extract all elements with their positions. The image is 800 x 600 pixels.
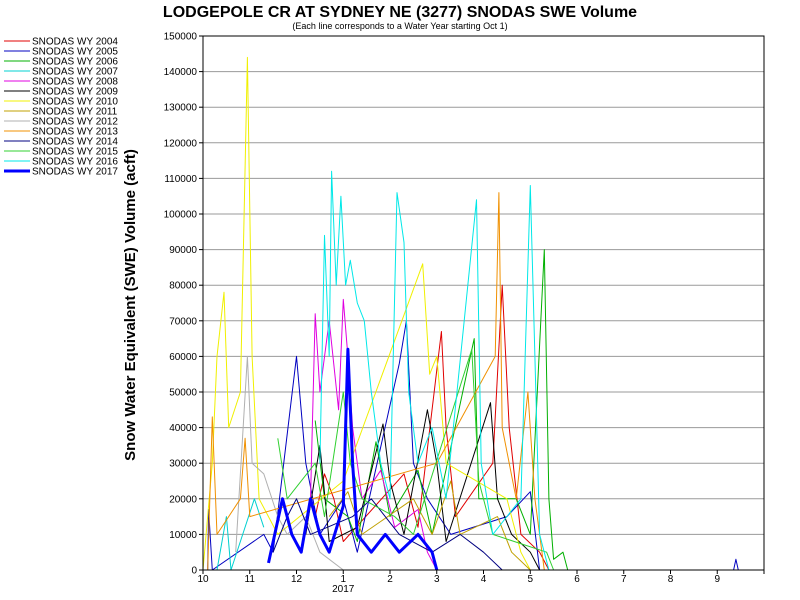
y-tick-label: 90000 xyxy=(169,245,197,256)
chart-subtitle: (Each line corresponds to a Water Year s… xyxy=(292,21,507,31)
legend-label: SNODAS WY 2015 xyxy=(32,147,118,158)
series-line-snodas-wy-2013 xyxy=(207,192,545,571)
y-tick-label: 80000 xyxy=(169,281,197,292)
y-tick-label: 40000 xyxy=(169,423,197,434)
legend-label: SNODAS WY 2016 xyxy=(32,157,118,168)
x-tick-label: 11 xyxy=(245,574,256,585)
legend-item: SNODAS WY 2006 xyxy=(4,57,118,68)
legend-label: SNODAS WY 2009 xyxy=(32,87,118,98)
legend-label: SNODAS WY 2013 xyxy=(32,127,118,138)
series-line-snodas-wy-2009 xyxy=(305,402,541,571)
legend-label: SNODAS WY 2014 xyxy=(32,137,118,148)
legend-item: SNODAS WY 2007 xyxy=(4,67,118,78)
y-tick-label: 140000 xyxy=(164,67,198,78)
y-tick-label: 20000 xyxy=(169,494,197,505)
series-line-snodas-wy-2005 xyxy=(207,320,739,571)
x-tick-label: 10 xyxy=(197,574,209,585)
legend-label: SNODAS WY 2008 xyxy=(32,77,118,88)
y-tick-label: 30000 xyxy=(169,459,197,470)
x-tick-label: 7 xyxy=(621,574,627,585)
legend-item: SNODAS WY 2015 xyxy=(4,147,118,158)
x-axis-year-label: 2017 xyxy=(332,584,355,595)
legend-item: SNODAS WY 2011 xyxy=(4,107,118,118)
legend-item: SNODAS WY 2010 xyxy=(4,97,118,108)
x-tick-label: 6 xyxy=(574,574,580,585)
legend-label: SNODAS WY 2004 xyxy=(32,37,118,48)
x-tick-label: 12 xyxy=(291,574,303,585)
series-line-snodas-wy-2010 xyxy=(202,56,531,571)
x-tick-label: 2 xyxy=(387,574,393,585)
y-tick-label: 120000 xyxy=(164,138,198,149)
legend-item: SNODAS WY 2016 xyxy=(4,157,118,168)
legend-label: SNODAS WY 2017 xyxy=(32,167,118,178)
y-tick-label: 70000 xyxy=(169,316,197,327)
legend-label: SNODAS WY 2012 xyxy=(32,117,118,128)
x-tick-label: 8 xyxy=(668,574,674,585)
series-line-snodas-wy-2006 xyxy=(314,249,569,571)
series-line-snodas-wy-2014 xyxy=(272,498,503,571)
y-tick-label: 10000 xyxy=(169,530,197,541)
legend-item: SNODAS WY 2005 xyxy=(4,47,118,58)
legend-item: SNODAS WY 2008 xyxy=(4,77,118,88)
x-tick-label: 4 xyxy=(481,574,487,585)
y-axis-label: Snow Water Equivalent (SWE) Volume (acft… xyxy=(122,149,139,461)
legend-item: SNODAS WY 2009 xyxy=(4,87,118,98)
legend-label: SNODAS WY 2010 xyxy=(32,97,118,108)
legend-label: SNODAS WY 2007 xyxy=(32,67,118,78)
legend-item: SNODAS WY 2017 xyxy=(4,167,118,178)
x-tick-label: 1 xyxy=(340,574,346,585)
y-tick-label: 50000 xyxy=(169,388,197,399)
plot-area xyxy=(203,36,764,570)
y-tick-label: 0 xyxy=(191,566,197,577)
x-tick-label: 3 xyxy=(434,574,440,585)
legend-item: SNODAS WY 2012 xyxy=(4,117,118,128)
y-tick-label: 60000 xyxy=(169,352,197,363)
legend-item: SNODAS WY 2014 xyxy=(4,137,118,148)
legend-item: SNODAS WY 2013 xyxy=(4,127,118,138)
y-tick-label: 100000 xyxy=(164,210,198,221)
series-line-snodas-wy-2017 xyxy=(267,347,439,571)
series-line-snodas-wy-2015 xyxy=(277,348,555,571)
chart-title: LODGEPOLE CR AT SYDNEY NE (3277) SNODAS … xyxy=(163,4,637,21)
legend-item: SNODAS WY 2004 xyxy=(4,37,118,48)
legend-label: SNODAS WY 2005 xyxy=(32,47,118,58)
x-tick-label: 5 xyxy=(527,574,533,585)
x-axis-ticks: 10 11 12 1 2 3 4 5 6 7 8 9 xyxy=(197,570,765,585)
legend-label: SNODAS WY 2006 xyxy=(32,57,118,68)
series-line-snodas-wy-2016 xyxy=(319,170,550,571)
series-line-snodas-wy-2004 xyxy=(314,284,550,571)
x-tick-label: 9 xyxy=(714,574,720,585)
y-tick-label: 110000 xyxy=(164,174,197,185)
y-tick-label: 130000 xyxy=(164,103,198,114)
legend-label: SNODAS WY 2011 xyxy=(32,107,118,118)
y-axis-ticks: 0 10000 20000 30000 40000 50000 60000 70000 8000… xyxy=(164,32,203,577)
y-tick-label: 150000 xyxy=(164,32,198,43)
